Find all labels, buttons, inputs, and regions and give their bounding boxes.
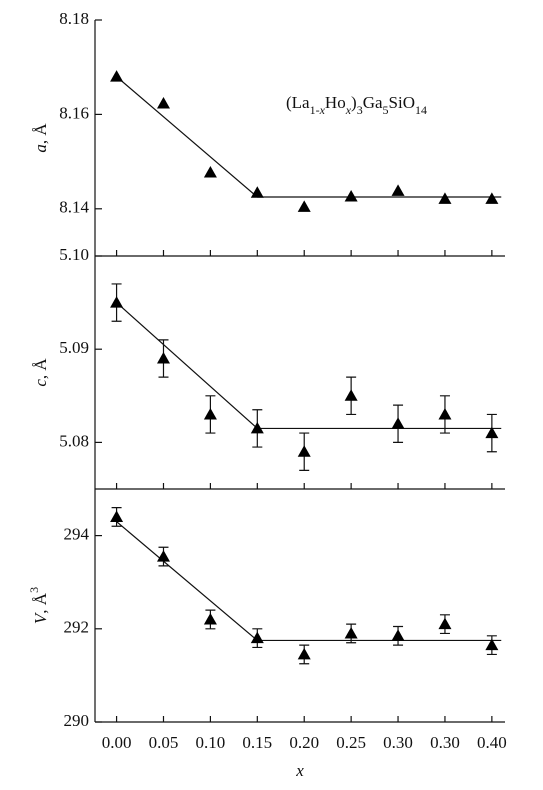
text-part: SiO [389,93,415,112]
y-axis-label: c, Å [31,358,50,387]
point [297,647,311,660]
point [344,389,358,401]
point [250,186,264,198]
x-tick-label: 0.10 [196,733,226,752]
y-tick-label: 5.08 [59,431,89,450]
point [391,184,405,196]
y-tick-label: 5.09 [59,338,89,357]
point [391,417,405,429]
text-part: 5 [383,103,389,117]
x-tick-label: 0.30 [430,733,460,752]
point [438,192,452,204]
text-part: ) [351,93,357,112]
text-part: 3 [27,587,41,593]
point [110,510,124,522]
point [250,421,264,434]
point [344,626,358,639]
point [110,296,124,308]
text-part: , Å [31,592,50,614]
x-axis-label: x [295,761,304,780]
text-part: Ga [363,93,383,112]
x-tick-label: 0.00 [102,733,132,752]
x-tick-label: 0.05 [149,733,179,752]
text-part: Ho [325,93,346,112]
point [438,407,452,420]
y-tick-label: 292 [64,618,90,637]
text-part: c [31,379,50,387]
x-tick-label: 0.25 [336,733,366,752]
text-part: (La [286,93,310,112]
y-tick-label: 8.18 [59,9,89,28]
point [156,550,170,562]
point [485,638,499,651]
point [297,445,311,457]
point [485,426,499,439]
x-tick-label: 0.40 [477,733,507,752]
annotation: (La1-xHox)3Ga5SiO14 [286,93,427,117]
point [391,629,405,641]
text-part: 1- [310,103,320,117]
point [156,97,170,109]
y-tick-label: 294 [64,525,90,544]
fit-line [116,302,502,430]
text-part: , Å [31,358,50,380]
y-tick-label: 8.16 [59,103,89,122]
text-part: 14 [415,103,427,117]
y-axis-label: V, Å3 [27,587,50,624]
text-part: x [319,103,326,117]
x-tick-label: 0.30 [383,733,413,752]
point [344,190,358,202]
text-part: 3 [357,103,363,117]
text-part: , Å [31,123,50,145]
point [110,70,124,82]
y-tick-label: 290 [64,711,90,730]
point [203,612,217,625]
y-axis-label: a, Å [31,123,50,153]
point [203,165,217,178]
point [250,631,264,644]
text-part: a [31,144,50,153]
point [485,192,499,204]
point [203,407,217,420]
x-tick-label: 0.15 [242,733,272,752]
text-part: x [345,103,352,117]
text-part: V [31,611,50,624]
y-tick-label: 8.14 [59,198,89,217]
x-tick-label: 0.20 [289,733,319,752]
y-tick-label: 5.10 [59,245,89,264]
point [438,617,452,630]
point [297,200,311,212]
point [156,352,170,364]
